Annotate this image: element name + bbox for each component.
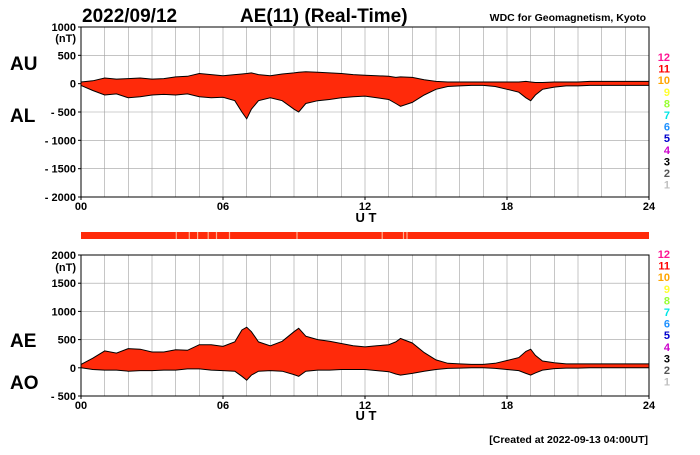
ae-series-label: AE: [10, 331, 36, 352]
y-tick-label: 500: [58, 335, 76, 347]
availability-gap: [175, 232, 177, 239]
station-number: 7: [664, 307, 670, 319]
station-number: 2: [664, 365, 670, 377]
lower-x-axis-label: U T: [356, 408, 377, 423]
station-number: 11: [658, 261, 670, 273]
station-number: 5: [664, 330, 670, 342]
au-series-label: AU: [10, 54, 37, 75]
y-tick-label: 0: [70, 79, 76, 91]
au-line: [80, 71, 649, 83]
station-number: 12: [658, 52, 670, 64]
ae-ao-filled-area: [81, 327, 649, 381]
lower-axis-labels: AE AO (nT) U T: [10, 262, 377, 423]
availability-gap: [406, 232, 408, 239]
data-source: WDC for Geomagnetism, Kyoto: [490, 12, 646, 24]
availability-gap: [188, 232, 190, 239]
y-tick-label: 1000: [52, 22, 76, 34]
y-tick-label: 2000: [52, 250, 76, 262]
x-tick-label: 18: [501, 201, 513, 213]
ao-series-label: AO: [10, 373, 39, 394]
y-tick-label: - 1500: [45, 164, 76, 176]
station-number: 11: [658, 64, 670, 76]
availability-gap: [215, 232, 218, 239]
station-number: 9: [664, 87, 670, 99]
y-tick-label: 500: [58, 50, 76, 62]
availability-gap: [296, 232, 298, 239]
y-tick-label: 1000: [52, 306, 76, 318]
station-number: 4: [664, 342, 671, 354]
availability-gap: [207, 232, 209, 239]
station-number: 3: [664, 156, 670, 168]
availability-gap: [228, 232, 231, 239]
x-tick-label: 24: [643, 400, 656, 412]
station-number: 7: [664, 110, 670, 122]
station-number: 6: [664, 319, 670, 331]
availability-gap: [381, 232, 383, 239]
y-tick-label: 1500: [52, 278, 76, 290]
station-number: 10: [658, 75, 670, 87]
data-availability-strip: [81, 232, 649, 239]
station-number: 6: [664, 122, 670, 134]
station-number: 5: [664, 133, 670, 145]
availability-gap: [402, 232, 405, 239]
station-number: 1: [664, 180, 670, 192]
upper-axis-labels: AU AL (nT) U T: [10, 33, 377, 225]
station-number: 3: [664, 353, 670, 365]
station-number: 9: [664, 284, 670, 296]
x-tick-label: 00: [75, 400, 87, 412]
y-tick-label: 0: [70, 363, 76, 375]
station-number: 8: [664, 295, 670, 307]
x-tick-label: 12: [359, 201, 371, 213]
x-tick-label: 06: [217, 201, 229, 213]
ae-line: [80, 326, 649, 365]
created-timestamp: [Created at 2022-09-13 04:00UT]: [489, 434, 648, 446]
y-tick-label: - 500: [51, 107, 76, 119]
station-number: 10: [658, 272, 670, 284]
ao-line: [80, 367, 649, 381]
x-tick-label: 18: [501, 400, 513, 412]
y-tick-label: - 2000: [45, 192, 76, 204]
y-tick-label: - 500: [51, 391, 76, 403]
plot-title: AE(11) (Real-Time): [240, 6, 408, 27]
upper-x-axis-label: U T: [356, 210, 377, 225]
plot-date: 2022/09/12: [82, 6, 177, 27]
lower-unit-label: (nT): [55, 262, 76, 274]
station-number: 2: [664, 168, 670, 180]
availability-gap: [197, 232, 199, 239]
x-tick-label: 00: [75, 201, 87, 213]
au-al-filled-area: [81, 71, 649, 119]
al-line: [80, 84, 649, 120]
station-number: 1: [664, 377, 670, 389]
upper-unit-label: (nT): [55, 33, 76, 45]
station-number: 4: [664, 145, 671, 157]
x-tick-label: 06: [217, 400, 229, 412]
station-number: 8: [664, 98, 670, 110]
station-number: 12: [658, 249, 670, 261]
al-series-label: AL: [10, 106, 36, 127]
x-tick-label: 24: [643, 201, 656, 213]
availability-bar: [81, 232, 649, 239]
y-tick-label: - 1000: [45, 135, 76, 147]
x-tick-label: 12: [359, 400, 371, 412]
